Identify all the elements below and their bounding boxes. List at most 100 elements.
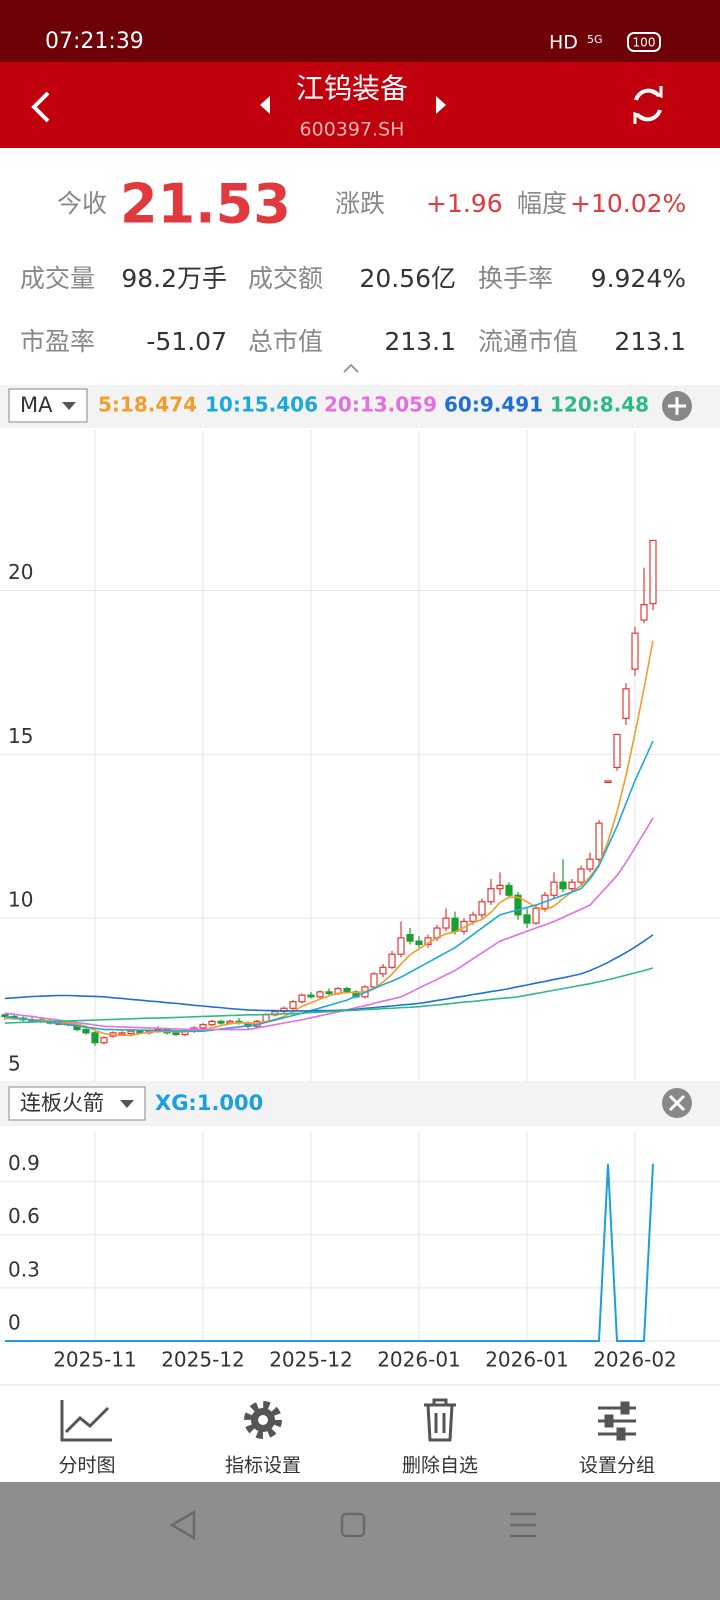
candle-body [496,884,504,890]
candle-body [514,894,522,916]
back-button[interactable] [31,91,50,123]
indicator-selector[interactable]: 连板火箭 [8,1086,146,1121]
candle-body [325,991,333,995]
ma-line [4,934,654,1012]
sys-back[interactable] [169,1509,196,1541]
y-tick-label: 5 [8,1052,21,1076]
stat-value: 213.1 [384,327,456,356]
stat-label: 成交额 [248,264,323,293]
legend-entry: 60:9.491 [444,393,543,417]
ma-line [4,817,654,1031]
candle-body [91,1032,99,1044]
candle-body [559,881,567,890]
x-tick-label: 2025-11 [53,1348,137,1372]
candle-body [622,688,630,719]
y-tick-label: 0.3 [8,1257,40,1281]
candle-body [604,780,612,784]
candle-body [316,991,324,998]
nav-label[interactable]: 设置分组 [579,1455,655,1477]
stat-label: 流通市值 [478,327,578,356]
status-network: HD [549,32,578,54]
x-tick-label: 2026-01 [485,1348,569,1372]
refresh-button[interactable] [633,86,663,124]
stock-code: 600397.SH [300,119,405,141]
candle-body [118,1032,126,1035]
candle-body [343,988,351,993]
stat-value: 213.1 [614,327,686,356]
stat-label: 换手率 [478,264,553,293]
nav-label[interactable]: 分时图 [58,1455,115,1477]
status-signal: 5G [587,33,603,46]
indicator-line [5,1163,654,1342]
legend-entry: 10:15.406 [205,393,318,417]
x-tick-label: 2026-02 [593,1348,677,1372]
candle-body [298,994,306,1003]
candle-body [370,973,378,988]
candle-body [469,914,477,923]
candle-body [451,917,459,932]
main-chart: 5 10 15 20 [0,430,720,1083]
candle-body [487,888,495,903]
close-price: 21.53 [120,173,291,236]
close-icon [668,1094,686,1112]
candle-body [505,884,513,896]
pct-label: 幅度 [517,189,567,218]
x-tick-label: 2026-01 [377,1348,461,1372]
stat-label: 总市值 [248,327,323,356]
candle-body [532,907,540,924]
ma-line [4,740,654,1033]
status-bar [0,0,720,62]
candle-body [388,953,396,968]
indicator-legend: XG:1.000 [155,1091,263,1115]
stat-value: -51.07 [146,327,227,356]
candle-body [82,1028,90,1034]
nav-item[interactable] [60,1400,112,1442]
candle-body [586,858,594,870]
nav-label[interactable]: 指标设置 [225,1455,301,1477]
indicator-chart: 0 0.3 0.6 0.9 [0,1132,720,1342]
header-bar [0,62,720,148]
next-stock[interactable] [436,96,446,114]
nav-item[interactable] [424,1398,456,1442]
candle-body [595,822,603,860]
prev-stock[interactable] [260,96,270,114]
sys-menu[interactable] [510,1512,536,1538]
y-tick-label: 0 [8,1311,21,1335]
candle-body [307,994,315,998]
battery-icon [627,32,661,52]
ma-selector-label: MA [20,393,53,417]
nav-item[interactable] [598,1401,636,1441]
sys-home[interactable] [340,1512,366,1538]
candle-body [199,1024,207,1029]
stat-label: 成交量 [20,264,95,293]
collapse-toggle[interactable] [343,363,359,373]
candle-body [127,1030,135,1035]
candle-body [478,901,486,916]
plus-icon [668,397,686,415]
candle-body [568,881,576,890]
stat-value: 9.924% [591,264,686,293]
candle-body [523,914,531,924]
ma-legend: 5:18.474 10:15.406 20:13.059 60:9.491 120:8.… [98,393,649,417]
pct-value: +10.02% [570,189,686,218]
candle-body [613,733,621,769]
nav-label[interactable]: 删除自选 [402,1455,478,1477]
system-nav [0,1482,720,1600]
candle-body [397,937,405,955]
stat-label: 市盈率 [20,327,95,356]
candle-body [415,940,423,945]
nav-item[interactable] [244,1401,282,1439]
ma-selector[interactable]: MA [8,388,88,423]
legend-entry: 20:13.059 [324,393,437,417]
change-label: 涨跌 [335,189,385,218]
y-tick-label: 0.6 [8,1204,40,1228]
x-tick-label: 2025-12 [161,1348,245,1372]
stat-value: 20.56亿 [359,264,456,293]
indicator-selector-label: 连板火箭 [20,1091,104,1115]
ma-line [4,640,654,1037]
change-value: +1.96 [426,189,503,218]
y-tick-label: 15 [8,724,33,748]
candle-body [640,604,648,621]
candle-body [379,966,387,975]
